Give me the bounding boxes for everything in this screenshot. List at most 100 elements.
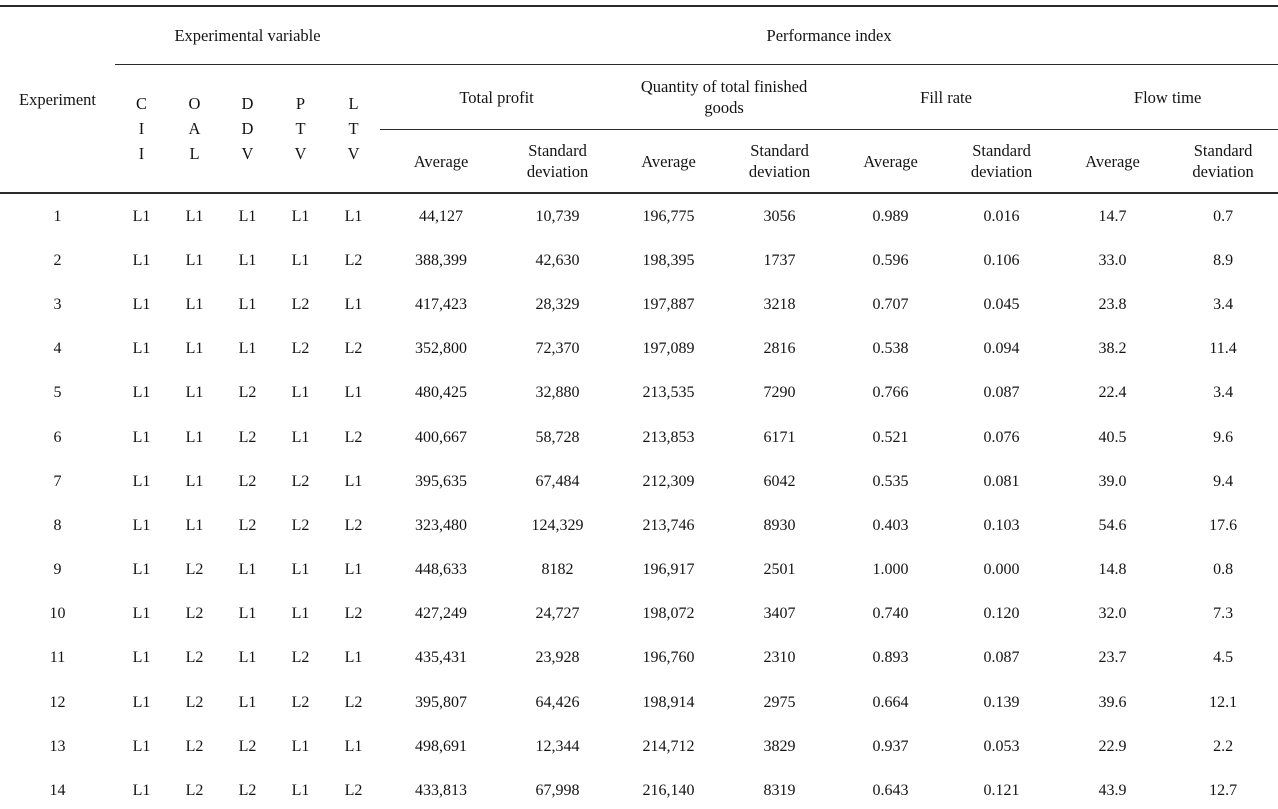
level-cell: L2 (291, 516, 310, 534)
value-cell: 0.000 (983, 561, 1020, 579)
value-cell: 480,425 (415, 384, 468, 402)
value-cell: 32,880 (535, 384, 580, 402)
table-row: 12 L1 L2 L1 L2 L2 395,807 64,426 198,914… (0, 680, 1278, 724)
value-cell: 28,329 (535, 295, 580, 313)
value-cell: 0.521 (872, 428, 909, 446)
value-cell: 9.4 (1213, 472, 1234, 490)
value-cell: 7290 (763, 384, 796, 402)
value-cell: 214,712 (642, 737, 695, 755)
value-cell: 198,072 (642, 605, 695, 623)
level-cell: L1 (185, 295, 204, 313)
value-cell: 6042 (763, 472, 796, 490)
value-cell: 11.4 (1209, 340, 1237, 358)
level-cell: L1 (132, 782, 151, 800)
value-cell: 1737 (763, 251, 796, 269)
level-cell: L1 (185, 251, 204, 269)
level-cell: L1 (238, 561, 257, 579)
experiment-number-cell: 4 (53, 340, 62, 358)
level-cell: L2 (238, 428, 257, 446)
level-cell: L1 (132, 693, 151, 711)
level-cell: L2 (238, 472, 257, 490)
value-cell: 435,431 (415, 649, 468, 667)
value-cell: 24,727 (535, 605, 580, 623)
level-cell: L2 (238, 516, 257, 534)
value-cell: 213,853 (642, 428, 695, 446)
level-cell: L1 (344, 384, 363, 402)
value-cell: 417,423 (415, 295, 468, 313)
value-cell: 40.5 (1098, 428, 1127, 446)
value-cell: 54.6 (1098, 516, 1127, 534)
sub-header-average-total-profit: Average (380, 129, 503, 194)
level-cell: L1 (132, 472, 151, 490)
level-cell: L2 (185, 649, 204, 667)
experiment-number-cell: 9 (53, 561, 62, 579)
value-cell: 2.2 (1213, 737, 1234, 755)
value-cell: 388,399 (415, 251, 468, 269)
value-cell: 10,739 (535, 207, 580, 225)
value-cell: 12,344 (535, 737, 580, 755)
metric-header-row: C I I O A L D D V P T V (0, 64, 1278, 194)
value-cell: 6171 (763, 428, 796, 446)
value-cell: 0.087 (983, 384, 1020, 402)
table-row: 6 L1 L1 L2 L1 L2 400,667 58,728 213,853 … (0, 415, 1278, 459)
variable-letter: D (241, 119, 254, 138)
value-cell: 124,329 (531, 516, 584, 534)
variable-letter: T (348, 119, 359, 138)
value-cell: 58,728 (535, 428, 580, 446)
value-cell: 323,480 (415, 516, 468, 534)
value-cell: 0.7 (1213, 207, 1234, 225)
sub-header-std-quantity: Standard deviation (724, 129, 836, 194)
value-cell: 0.538 (872, 340, 909, 358)
value-cell: 33.0 (1098, 251, 1127, 269)
group-header-experimental-variable: Experimental variable (115, 6, 381, 65)
column-header-ddv: D D V (221, 64, 274, 194)
value-cell: 197,887 (642, 295, 695, 313)
value-cell: 0.081 (983, 472, 1020, 490)
value-cell: 3056 (763, 207, 796, 225)
sub-header-average-fill-rate: Average (835, 129, 947, 194)
table-row: 14 L1 L2 L2 L1 L2 433,813 67,998 216,140… (0, 768, 1278, 809)
value-cell: 498,691 (415, 737, 468, 755)
value-cell: 9.6 (1213, 428, 1234, 446)
variable-letter: C (135, 94, 147, 113)
table-row: 2 L1 L1 L1 L1 L2 388,399 42,630 198,395 … (0, 238, 1278, 282)
column-header-flow-time: Flow time (1057, 64, 1278, 130)
experiment-number-cell: 10 (49, 605, 66, 623)
value-cell: 8182 (541, 561, 574, 579)
column-header-cii: C I I (115, 64, 168, 194)
level-cell: L1 (344, 561, 363, 579)
value-cell: 12.7 (1209, 782, 1238, 800)
level-cell: L1 (132, 561, 151, 579)
level-cell: L1 (185, 472, 204, 490)
level-cell: L2 (344, 782, 363, 800)
level-cell: L2 (291, 649, 310, 667)
variable-letter: T (295, 119, 306, 138)
value-cell: 0.893 (872, 649, 909, 667)
level-cell: L2 (238, 384, 257, 402)
value-cell: 0.989 (872, 207, 909, 225)
level-cell: L1 (185, 340, 204, 358)
level-cell: L1 (132, 649, 151, 667)
level-cell: L1 (238, 693, 257, 711)
level-cell: L1 (132, 251, 151, 269)
table-header: Experiment Experimental variable Perform… (0, 6, 1278, 194)
value-cell: 0.535 (872, 472, 909, 490)
value-cell: 14.7 (1098, 207, 1127, 225)
experiment-number-cell: 11 (49, 649, 66, 667)
level-cell: L2 (291, 340, 310, 358)
experiment-number-cell: 6 (53, 428, 62, 446)
value-cell: 67,998 (535, 782, 580, 800)
value-cell: 12.1 (1209, 693, 1238, 711)
value-cell: 427,249 (415, 605, 468, 623)
table-row: 8 L1 L1 L2 L2 L2 323,480 124,329 213,746… (0, 503, 1278, 547)
level-cell: L1 (291, 737, 310, 755)
value-cell: 3407 (763, 605, 796, 623)
group-header-row: Experiment Experimental variable Perform… (0, 6, 1278, 194)
level-cell: L2 (185, 737, 204, 755)
value-cell: 0.106 (983, 251, 1020, 269)
value-cell: 216,140 (642, 782, 695, 800)
column-header-quantity-finished-goods: Quantity of total finished goods (613, 64, 836, 130)
value-cell: 395,807 (415, 693, 468, 711)
level-cell: L1 (132, 737, 151, 755)
value-cell: 197,089 (642, 340, 695, 358)
